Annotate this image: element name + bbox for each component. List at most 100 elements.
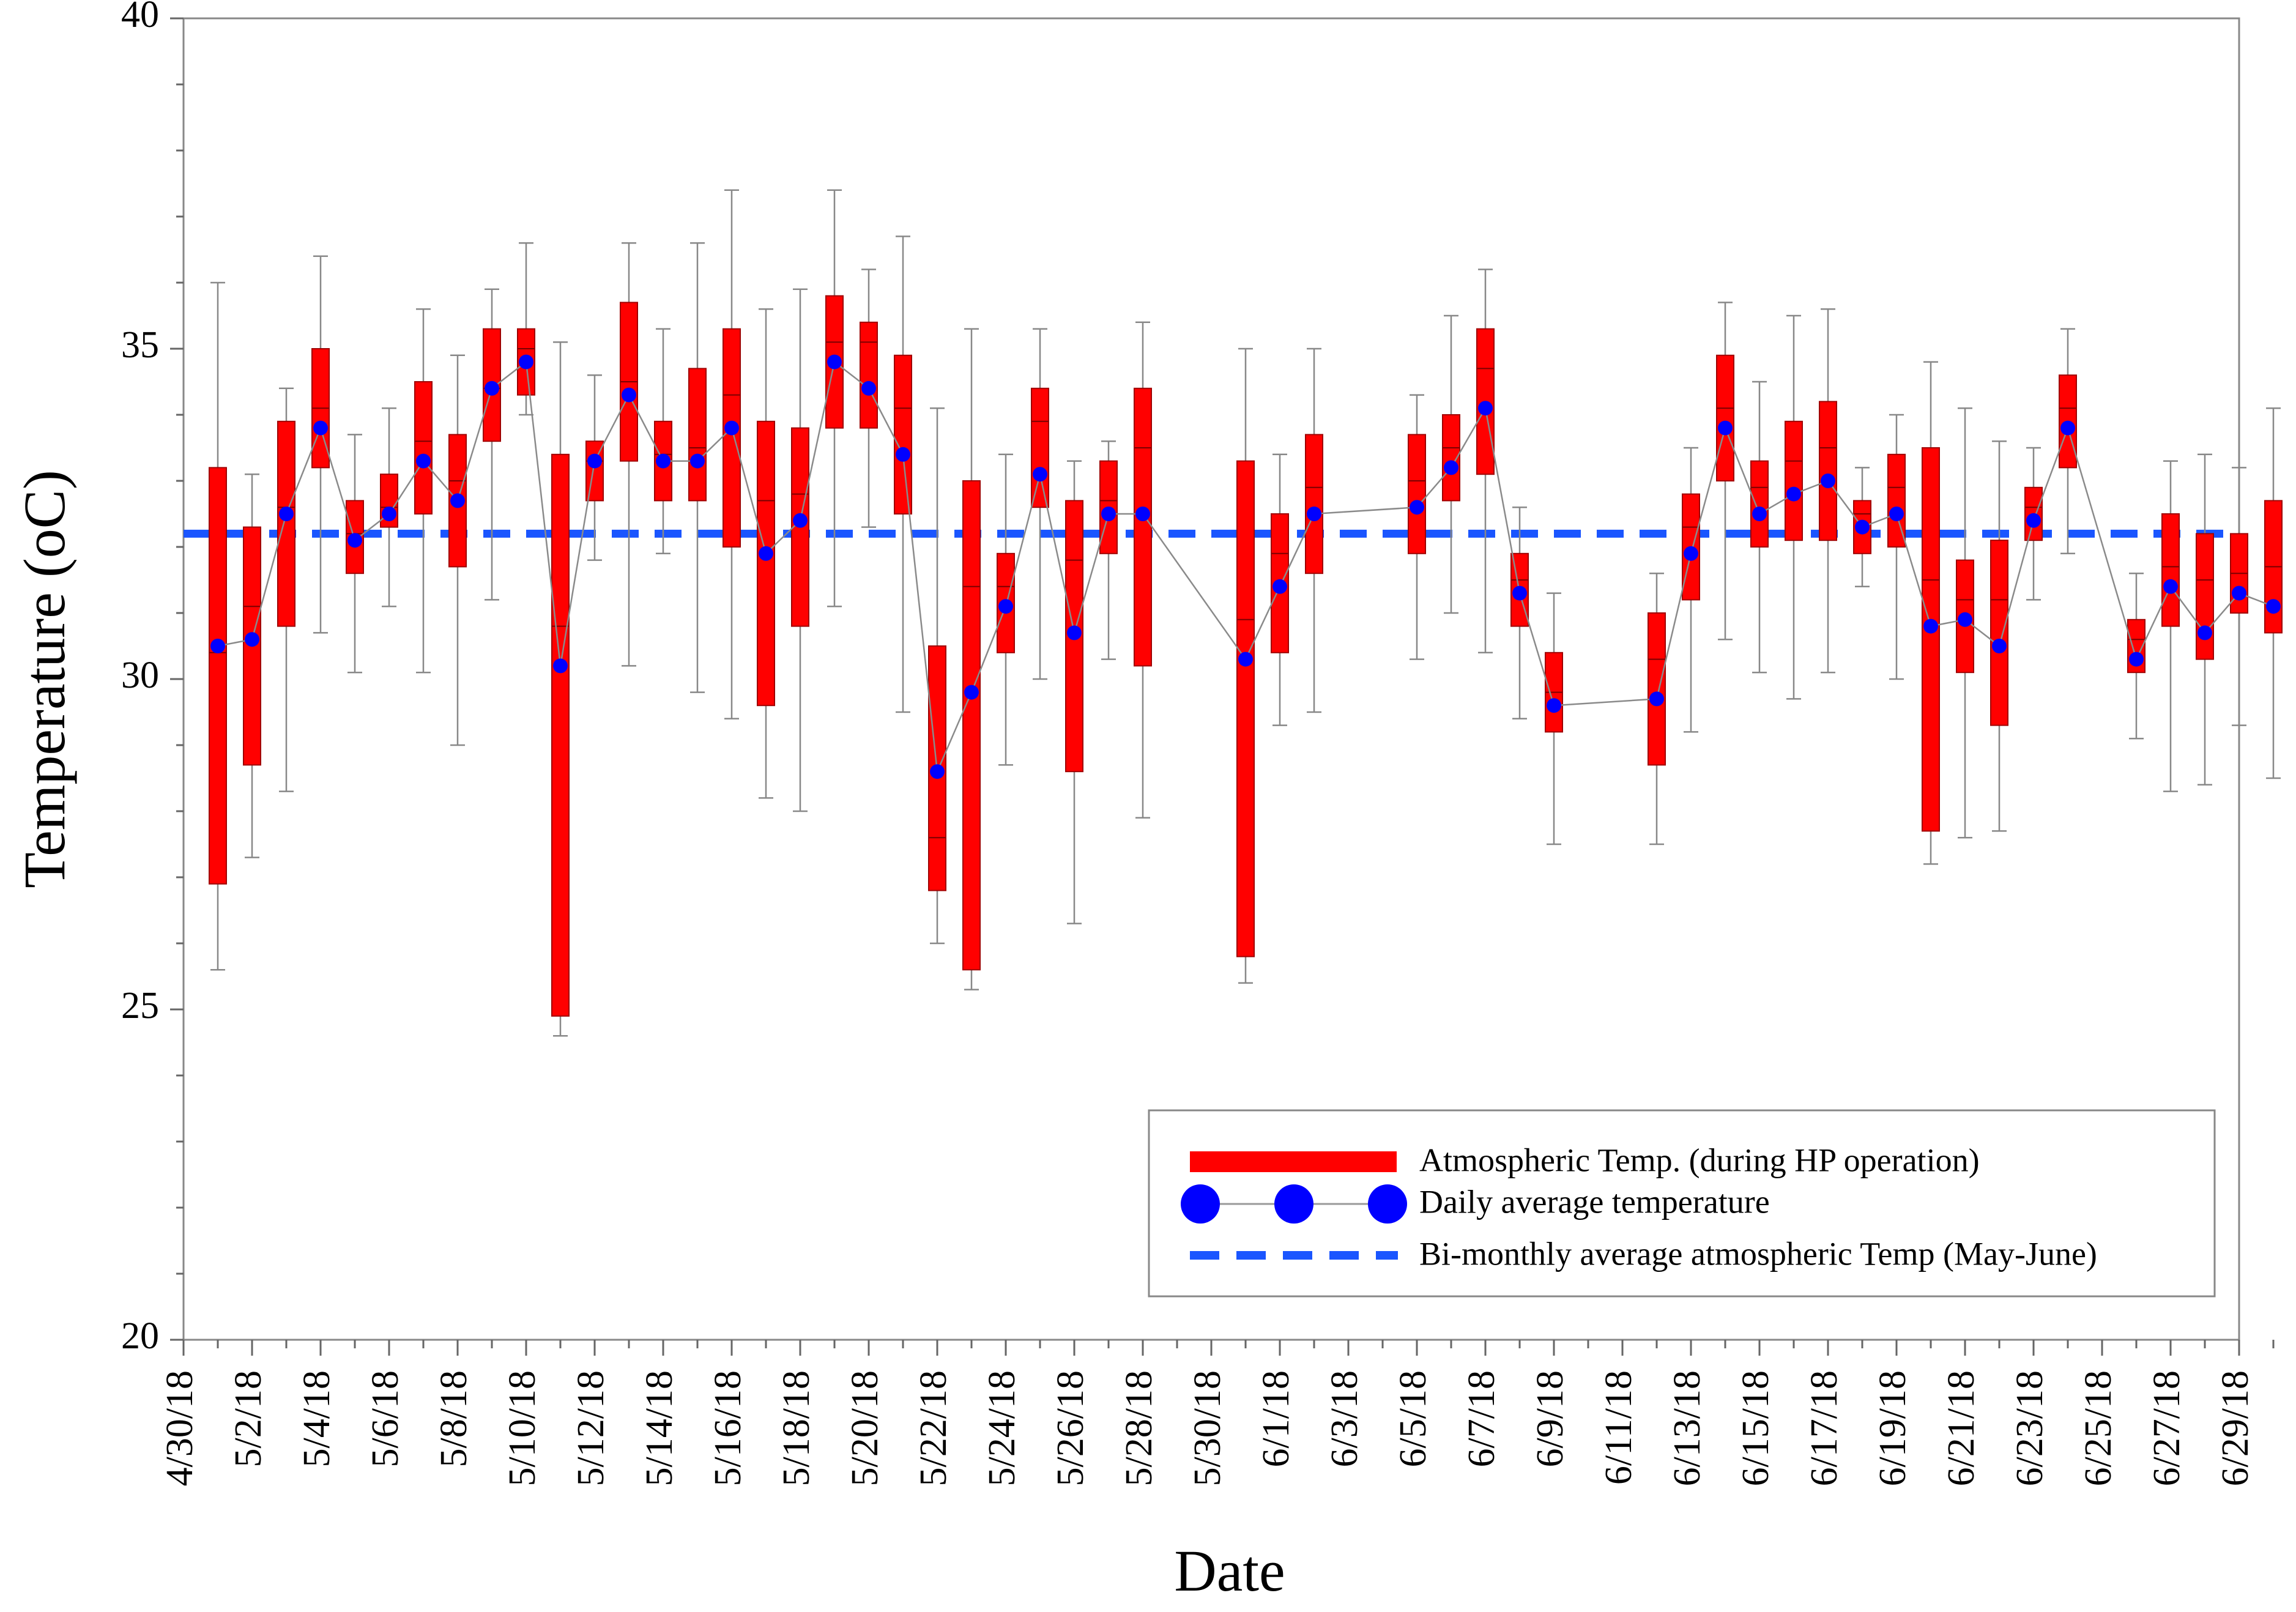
legend-dashed-label: Bi-monthly average atmospheric Temp (May…: [1419, 1235, 2097, 1272]
temperature-box: [1819, 401, 1837, 541]
x-tick-label: 5/4/18: [296, 1370, 338, 1467]
temperature-box: [551, 453, 570, 1017]
daily-average-point: [1923, 618, 1938, 634]
x-tick-label: 5/8/18: [433, 1370, 475, 1467]
daily-average-point: [1410, 500, 1424, 515]
temperature-box: [1785, 420, 1803, 541]
daily-average-point: [930, 764, 945, 779]
daily-average-point: [793, 513, 808, 528]
temperature-box: [1648, 612, 1666, 766]
temperature-box: [209, 467, 227, 885]
daily-average-point: [1992, 639, 2007, 653]
daily-average-point: [1444, 460, 1458, 475]
x-tick-label: 6/11/18: [1598, 1370, 1640, 1485]
daily-average-point: [1101, 507, 1116, 521]
temperature-box: [1922, 447, 1940, 832]
daily-average-point: [245, 632, 259, 647]
daily-average-point: [2129, 652, 2144, 667]
daily-average-point: [2198, 625, 2212, 641]
temperature-box: [1305, 434, 1323, 574]
daily-average-point: [622, 387, 636, 403]
y-tick-label: 35: [121, 324, 159, 366]
legend-dot-label: Daily average temperature: [1419, 1183, 1770, 1220]
x-tick-label: 6/17/18: [1804, 1370, 1845, 1486]
x-tick-label: 5/2/18: [228, 1370, 269, 1467]
x-tick-label: 6/15/18: [1735, 1370, 1777, 1486]
x-tick-label: 5/18/18: [776, 1370, 817, 1486]
x-tick-label: 5/16/18: [707, 1370, 749, 1486]
x-tick-label: 5/14/18: [639, 1370, 680, 1486]
daily-average-point: [690, 453, 705, 469]
x-tick-label: 6/13/18: [1666, 1370, 1708, 1486]
legend-dot-1: [1181, 1184, 1220, 1224]
x-tick-label: 6/21/18: [1941, 1370, 1982, 1486]
x-tick-label: 5/28/18: [1118, 1370, 1160, 1486]
daily-average-point: [553, 658, 568, 674]
x-tick-label: 6/5/18: [1392, 1370, 1434, 1467]
daily-average-point: [827, 354, 842, 370]
x-tick-label: 4/30/18: [159, 1370, 201, 1486]
daily-average-point: [1684, 546, 1698, 561]
temperature-box: [723, 328, 741, 548]
temperature-box: [860, 321, 878, 429]
temperature-box: [894, 354, 912, 514]
daily-average-point: [2266, 599, 2281, 614]
x-tick-label: 6/27/18: [2146, 1370, 2188, 1486]
daily-average-point: [1786, 486, 1801, 502]
daily-average-point: [1821, 474, 1835, 488]
daily-average-point: [656, 453, 671, 469]
temperature-box: [1236, 460, 1255, 957]
temperature-box: [757, 420, 775, 707]
temperature-box: [2196, 533, 2214, 660]
daily-average-point: [2163, 579, 2178, 594]
temperature-box: [2161, 513, 2180, 627]
temperature-box: [1031, 387, 1049, 508]
daily-average-point: [587, 453, 602, 469]
daily-average-point: [1307, 507, 1321, 521]
daily-average-point: [279, 507, 294, 521]
legend-box-swatch: [1190, 1151, 1397, 1172]
legend: Atmospheric Temp. (during HP operation) …: [1148, 1109, 2216, 1298]
daily-average-point: [1649, 691, 1664, 707]
daily-average-point: [313, 420, 328, 436]
x-axis-title: Date: [1174, 1538, 1285, 1603]
y-tick-label: 25: [121, 985, 159, 1027]
daily-average-point: [2026, 513, 2041, 528]
daily-average-point: [1067, 625, 1082, 641]
daily-average-point: [210, 639, 225, 653]
x-tick-label: 6/7/18: [1461, 1370, 1503, 1467]
y-tick-label: 20: [121, 1315, 159, 1357]
temperature-box: [1134, 387, 1152, 667]
x-tick-label: 6/19/18: [1872, 1370, 1914, 1486]
x-tick-label: 6/29/18: [2215, 1370, 2256, 1486]
temperature-box: [277, 420, 295, 627]
x-tick-label: 5/12/18: [570, 1370, 612, 1486]
daily-average-point: [1547, 698, 1561, 713]
x-tick-label: 5/24/18: [981, 1370, 1023, 1486]
daily-average-point: [485, 381, 499, 396]
legend-box-label: Atmospheric Temp. (during HP operation): [1419, 1142, 1980, 1178]
daily-average-point: [1238, 652, 1253, 667]
daily-average-point: [1033, 467, 1047, 482]
daily-average-point: [1272, 579, 1287, 594]
temperature-box: [688, 368, 707, 502]
daily-average-point: [1752, 507, 1767, 521]
temperature-box: [1408, 434, 1426, 554]
x-tick-label: 6/23/18: [2009, 1370, 2051, 1486]
x-tick-label: 5/20/18: [844, 1370, 886, 1486]
temperature-box: [1990, 540, 2008, 726]
daily-average-point: [1855, 519, 1870, 535]
x-tick-label: 6/25/18: [2078, 1370, 2119, 1486]
temperature-box: [1750, 460, 1769, 548]
daily-average-point: [416, 453, 431, 469]
daily-average-point: [998, 599, 1013, 614]
y-axis-title: Temperature (oC): [12, 470, 77, 888]
daily-average-point: [347, 533, 362, 548]
daily-average-point: [2232, 585, 2246, 601]
daily-average-point: [1512, 585, 1527, 601]
daily-average-point: [861, 381, 876, 396]
x-tick-label: 6/3/18: [1324, 1370, 1365, 1467]
legend-dot-3: [1368, 1184, 1407, 1224]
